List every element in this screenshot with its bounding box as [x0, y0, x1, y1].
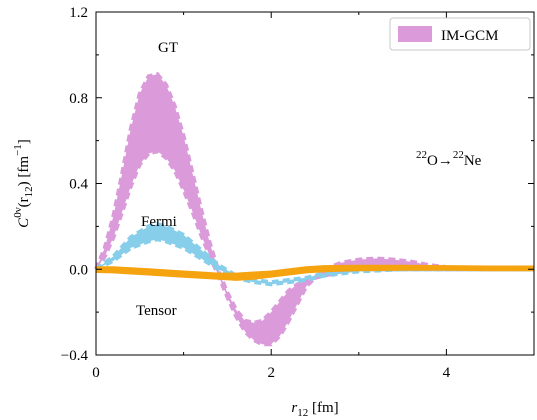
- band-fermi-upper-edge: [94, 222, 534, 285]
- y-tick-label: 1.2: [69, 5, 88, 21]
- y-tick-label: −0.4: [61, 348, 89, 364]
- legend: IM-GCM: [389, 17, 531, 51]
- x-tick-label: 0: [92, 365, 100, 381]
- legend-label: IM-GCM: [441, 28, 499, 44]
- tensor-label: Tensor: [136, 303, 177, 319]
- legend-swatch: [398, 26, 432, 42]
- band-gt-lower-edge: [94, 149, 534, 347]
- x-tick-label: 2: [267, 365, 275, 381]
- axis-ticks: 0 2 4 −0.4 0.0 0.4 0.8 1.2: [61, 5, 535, 381]
- band-gt: [96, 74, 534, 345]
- fermi-label: Fermi: [141, 214, 177, 230]
- y-tick-label: 0.8: [69, 91, 88, 107]
- y-tick-label: 0.4: [69, 177, 88, 193]
- band-fermi-lower-edge: [95, 237, 534, 287]
- reaction-label: 22O→22Ne: [416, 149, 482, 169]
- band-gt_hump-upper-edge: [323, 256, 447, 272]
- gt-label: GT: [158, 40, 178, 56]
- y-axis-label: C0ν(r12) [fm−1]: [12, 139, 35, 228]
- band-tensor-lower-edge: [95, 266, 534, 281]
- series-bands: [94, 71, 534, 347]
- band-tensor-upper-edge: [96, 264, 534, 277]
- y-tick-label: 0.0: [69, 262, 88, 278]
- x-tick-label: 4: [443, 365, 451, 381]
- x-axis-label: r12 [fm]: [291, 400, 338, 419]
